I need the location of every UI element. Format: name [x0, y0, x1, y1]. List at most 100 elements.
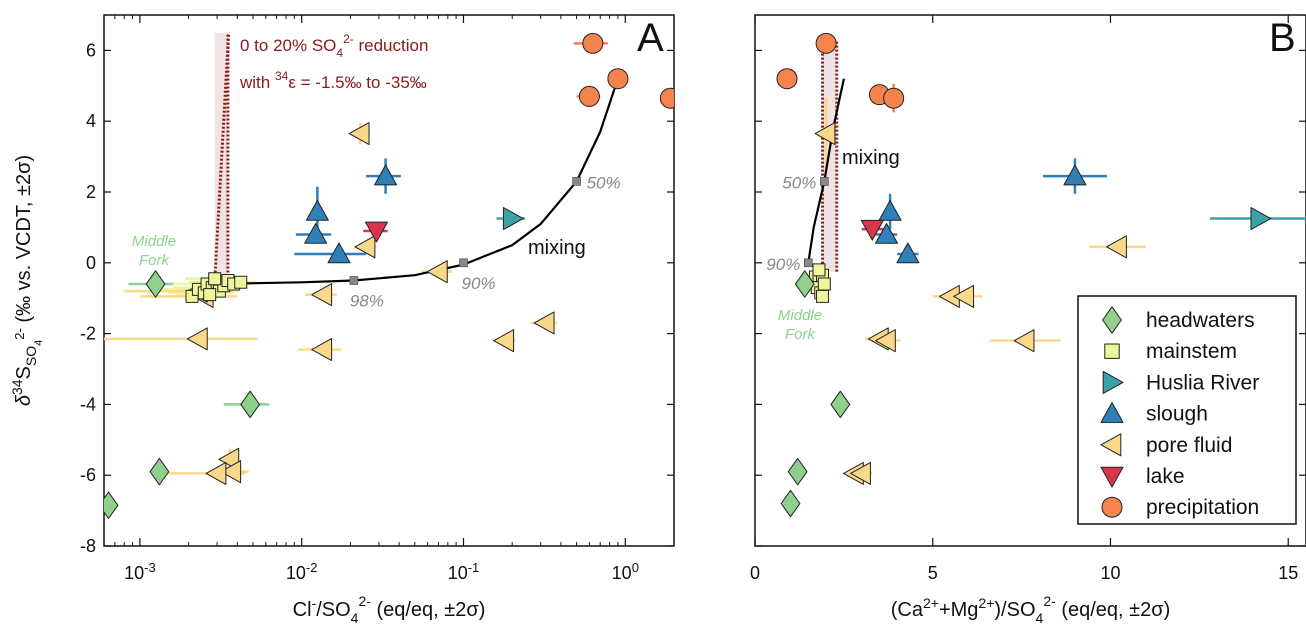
marker-precipitation — [659, 87, 674, 109]
marker-huslia-river — [502, 207, 524, 231]
marker-slough — [327, 242, 351, 264]
legend-label-pore-fluid: pore fluid — [1146, 434, 1232, 457]
marker-pore-fluid — [426, 260, 448, 284]
marker-pore-fluid — [953, 284, 975, 308]
marker-slough — [1100, 402, 1124, 423]
panel-letter: B — [1269, 16, 1296, 60]
marker-pore-fluid — [311, 338, 333, 362]
legend-label-precipitation: precipitation — [1146, 496, 1259, 519]
middle-fork-label-2: Fork — [785, 326, 817, 343]
marker-slough — [1063, 164, 1087, 186]
marker-precipitation — [883, 87, 905, 109]
marker-pore-fluid — [220, 460, 242, 484]
middle-fork-label-2: Fork — [139, 252, 171, 269]
x-tick-label: 15 — [1278, 563, 1298, 583]
legend-label-slough: slough — [1146, 403, 1208, 426]
y-tick-label: -6 — [80, 465, 96, 485]
y-tick-label: -4 — [80, 394, 96, 414]
marker-headwaters — [149, 457, 170, 486]
marker-pore-fluid — [1106, 235, 1127, 259]
mixing-label-98: 98% — [350, 292, 384, 311]
marker-pore-fluid — [1100, 433, 1122, 457]
panel-letter: A — [637, 16, 664, 60]
marker-slough — [305, 199, 329, 221]
marker-pore-fluid — [186, 327, 208, 351]
x-tick-label: 100 — [612, 560, 639, 584]
marker-headwaters — [240, 390, 260, 419]
marker-mainstem — [817, 277, 831, 291]
plot-frame — [754, 14, 1306, 547]
marker-precipitation — [815, 32, 837, 54]
marker-precipitation — [607, 68, 629, 90]
reduction-text-2: with 34ε = -1.5‰ to -35‰ — [239, 69, 427, 92]
marker-headwaters — [145, 270, 166, 298]
x-tick-label: 5 — [928, 563, 938, 583]
mixing-text: mixing — [842, 147, 900, 169]
marker-slough — [304, 222, 328, 244]
reduction-text-1: 0 to 20% SO42- reduction — [240, 32, 428, 60]
mixing-label-50: 50% — [587, 173, 621, 192]
legend-box — [1077, 295, 1297, 525]
marker-slough — [896, 242, 920, 264]
mixing-marker — [459, 258, 468, 268]
marker-lake — [1100, 466, 1124, 488]
x-tick-label: 10-2 — [286, 560, 318, 584]
marker-lake — [365, 221, 389, 243]
marker-pore-fluid — [850, 461, 871, 485]
marker-pore-fluid — [1013, 329, 1035, 353]
legend: headwaters mainstem Huslia River slough pore… — [1077, 295, 1297, 525]
y-tick-label: 4 — [86, 111, 96, 131]
panel-b: 0 5 10 15 (Ca2++Mg2+)/SO42- (eq/eq, ±2σ) B 90%… — [750, 14, 1306, 626]
x-axis-title: Cl-/SO42- (eq/eq, ±2σ) — [293, 593, 486, 626]
marker-headwaters — [780, 489, 801, 518]
marker-lake — [860, 219, 884, 241]
x-axis-title: (Ca2++Mg2+)/SO42- (eq/eq, ±2σ) — [891, 593, 1171, 626]
marker-pore-fluid — [311, 283, 333, 307]
marker-headwaters — [794, 270, 815, 298]
middle-fork-label-1: Middle — [132, 233, 176, 250]
marker-pore-fluid — [205, 461, 227, 485]
marker-pore-fluid — [533, 311, 555, 335]
marker-slough — [878, 199, 902, 221]
y-tick-label: 0 — [86, 253, 96, 273]
mixing-marker — [804, 258, 813, 268]
y-axis-title: δ34SSO42- (‰ vs. VCDT, ±2σ) — [9, 155, 45, 406]
marker-slough — [875, 222, 899, 244]
marker-headwaters — [787, 457, 808, 486]
mixing-label-90: 90% — [461, 274, 495, 293]
plot-frame — [103, 14, 675, 547]
mixing-curve — [212, 78, 619, 286]
legend-label-headwaters: headwaters — [1146, 309, 1255, 332]
mixing-text: mixing — [528, 237, 586, 259]
marker-pore-fluid — [354, 235, 376, 259]
x-tick-label: 0 — [750, 563, 760, 583]
marker-mainstem — [812, 263, 826, 277]
marker-mainstem — [234, 275, 248, 289]
y-tick-label: -8 — [80, 536, 96, 556]
y-tick-label: -2 — [80, 324, 96, 344]
marker-precipitation — [582, 32, 604, 54]
x-tick-label: 10-3 — [124, 560, 156, 584]
x-tick-label: 10 — [1100, 563, 1120, 583]
marker-pore-fluid — [814, 122, 836, 146]
mixing-marker — [572, 177, 581, 186]
reduction-line-low — [213, 32, 231, 281]
legend-label-mainstem: mainstem — [1146, 340, 1237, 363]
mixing-label-90: 90% — [766, 255, 800, 274]
middle-fork-label-1: Middle — [778, 307, 822, 324]
plot-area — [104, 32, 674, 519]
marker-headwaters — [1102, 306, 1122, 334]
marker-headwaters — [830, 390, 851, 419]
marker-mainstem — [203, 288, 217, 302]
marker-precipitation — [1101, 496, 1123, 518]
marker-mainstem — [1104, 343, 1120, 359]
mixing-marker — [349, 276, 359, 285]
legend-label-huslia-river: Huslia River — [1146, 371, 1259, 394]
marker-slough — [374, 164, 398, 186]
marker-headwaters — [104, 491, 119, 519]
marker-huslia-river — [1102, 370, 1124, 394]
y-tick-label: 6 — [86, 40, 96, 60]
marker-mainstem — [208, 272, 222, 286]
y-tick-label: 2 — [86, 182, 96, 202]
